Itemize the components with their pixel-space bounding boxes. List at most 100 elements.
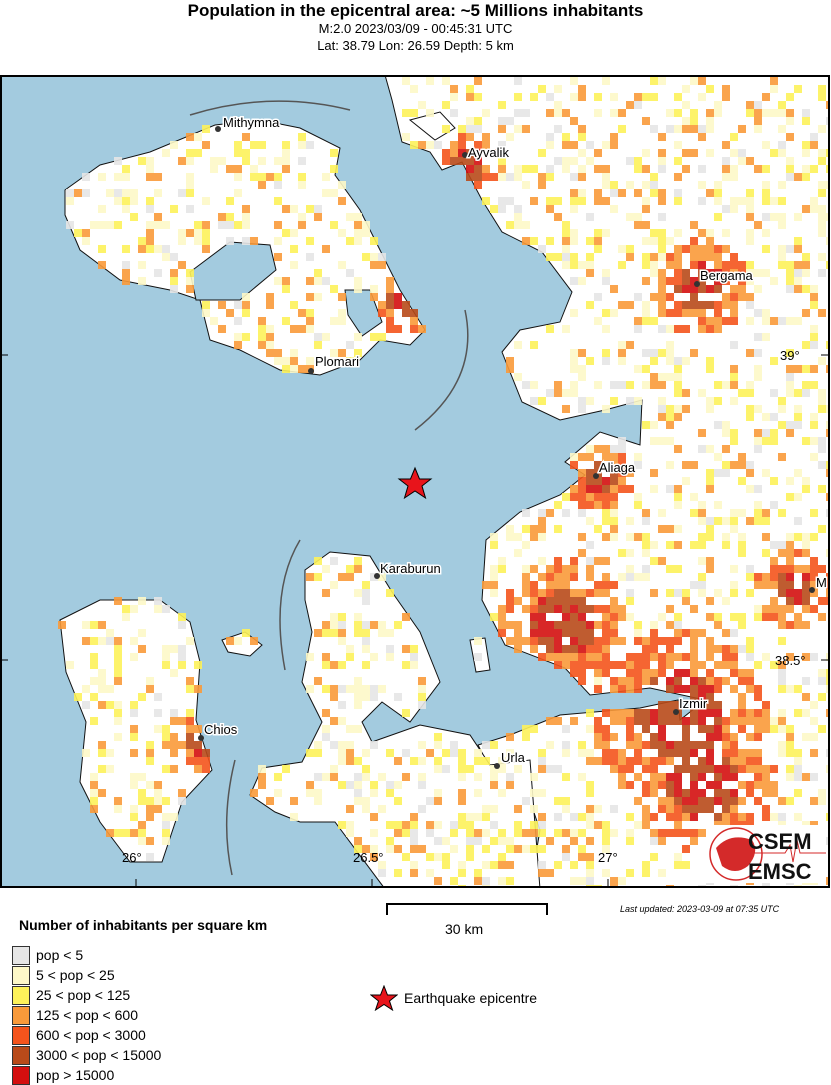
population-cell — [770, 477, 778, 485]
population-cell — [602, 845, 610, 853]
population-cell — [802, 693, 810, 701]
population-cell — [690, 293, 698, 301]
population-cell — [642, 237, 650, 245]
population-cell — [562, 389, 570, 397]
population-cell — [554, 101, 562, 109]
population-cell — [738, 749, 746, 757]
population-cell — [682, 669, 690, 677]
population-cell — [602, 557, 610, 565]
population-cell — [626, 741, 634, 749]
population-cell — [370, 829, 378, 837]
population-cell — [714, 701, 722, 709]
population-cell — [602, 181, 610, 189]
population-cell — [538, 749, 546, 757]
population-cell — [578, 605, 586, 613]
population-cell — [466, 165, 474, 173]
population-cell — [650, 645, 658, 653]
population-cell — [682, 813, 690, 821]
population-cell — [610, 189, 618, 197]
population-cell — [282, 205, 290, 213]
population-cell — [714, 269, 722, 277]
population-cell — [706, 269, 714, 277]
population-cell — [274, 173, 282, 181]
population-cell — [666, 309, 674, 317]
population-cell — [354, 277, 362, 285]
population-cell — [650, 829, 658, 837]
population-cell — [778, 637, 786, 645]
population-cell — [474, 877, 482, 885]
population-cell — [658, 653, 666, 661]
population-cell — [794, 365, 802, 373]
population-cell — [698, 805, 706, 813]
population-cell — [650, 381, 658, 389]
population-cell — [666, 277, 674, 285]
population-cell — [546, 621, 554, 629]
population-cell — [778, 141, 786, 149]
population-cell — [626, 469, 634, 477]
population-cell — [426, 749, 434, 757]
population-cell — [778, 573, 786, 581]
map-frame — [0, 75, 830, 888]
population-cell — [362, 229, 370, 237]
population-cell — [578, 741, 586, 749]
population-cell — [714, 397, 722, 405]
population-cell — [410, 813, 418, 821]
population-cell — [826, 101, 829, 109]
population-cell — [818, 677, 826, 685]
legend-label: pop < 5 — [36, 947, 84, 963]
population-cell — [130, 653, 138, 661]
population-cell — [690, 77, 698, 85]
city-aliaga: Aliaga — [593, 459, 637, 479]
population-cell — [770, 581, 778, 589]
population-cell — [98, 637, 106, 645]
population-cell — [666, 773, 674, 781]
population-cell — [818, 669, 826, 677]
population-cell — [266, 325, 274, 333]
population-cell — [674, 797, 682, 805]
population-cell — [770, 317, 778, 325]
population-cell — [490, 541, 498, 549]
population-cell — [274, 349, 282, 357]
population-cell — [474, 125, 482, 133]
population-cell — [258, 773, 266, 781]
population-cell — [170, 205, 178, 213]
population-cell — [738, 709, 746, 717]
population-cell — [674, 269, 682, 277]
population-cell — [826, 669, 829, 677]
population-cell — [618, 605, 626, 613]
population-cell — [810, 285, 818, 293]
population-cell — [722, 461, 730, 469]
population-cell — [562, 613, 570, 621]
population-cell — [658, 669, 666, 677]
population-cell — [522, 541, 530, 549]
population-cell — [570, 277, 578, 285]
population-cell — [786, 605, 794, 613]
population-cell — [738, 613, 746, 621]
population-cell — [770, 541, 778, 549]
population-cell — [170, 285, 178, 293]
population-cell — [594, 677, 602, 685]
population-cell — [586, 453, 594, 461]
population-cell — [346, 805, 354, 813]
population-cell — [250, 237, 258, 245]
population-cell — [330, 221, 338, 229]
population-cell — [218, 301, 226, 309]
population-cell — [506, 861, 514, 869]
population-cell — [234, 141, 242, 149]
population-cell — [98, 205, 106, 213]
population-cell — [746, 677, 754, 685]
population-cell — [282, 149, 290, 157]
population-cell — [146, 237, 154, 245]
population-cell — [562, 253, 570, 261]
population-cell — [730, 341, 738, 349]
population-cell — [602, 405, 610, 413]
population-cell — [818, 797, 826, 805]
population-cell — [570, 645, 578, 653]
population-cell — [610, 605, 618, 613]
population-cell — [698, 301, 706, 309]
population-cell — [610, 205, 618, 213]
population-cell — [666, 341, 674, 349]
population-cell — [634, 365, 642, 373]
population-cell — [738, 765, 746, 773]
population-cell — [266, 333, 274, 341]
